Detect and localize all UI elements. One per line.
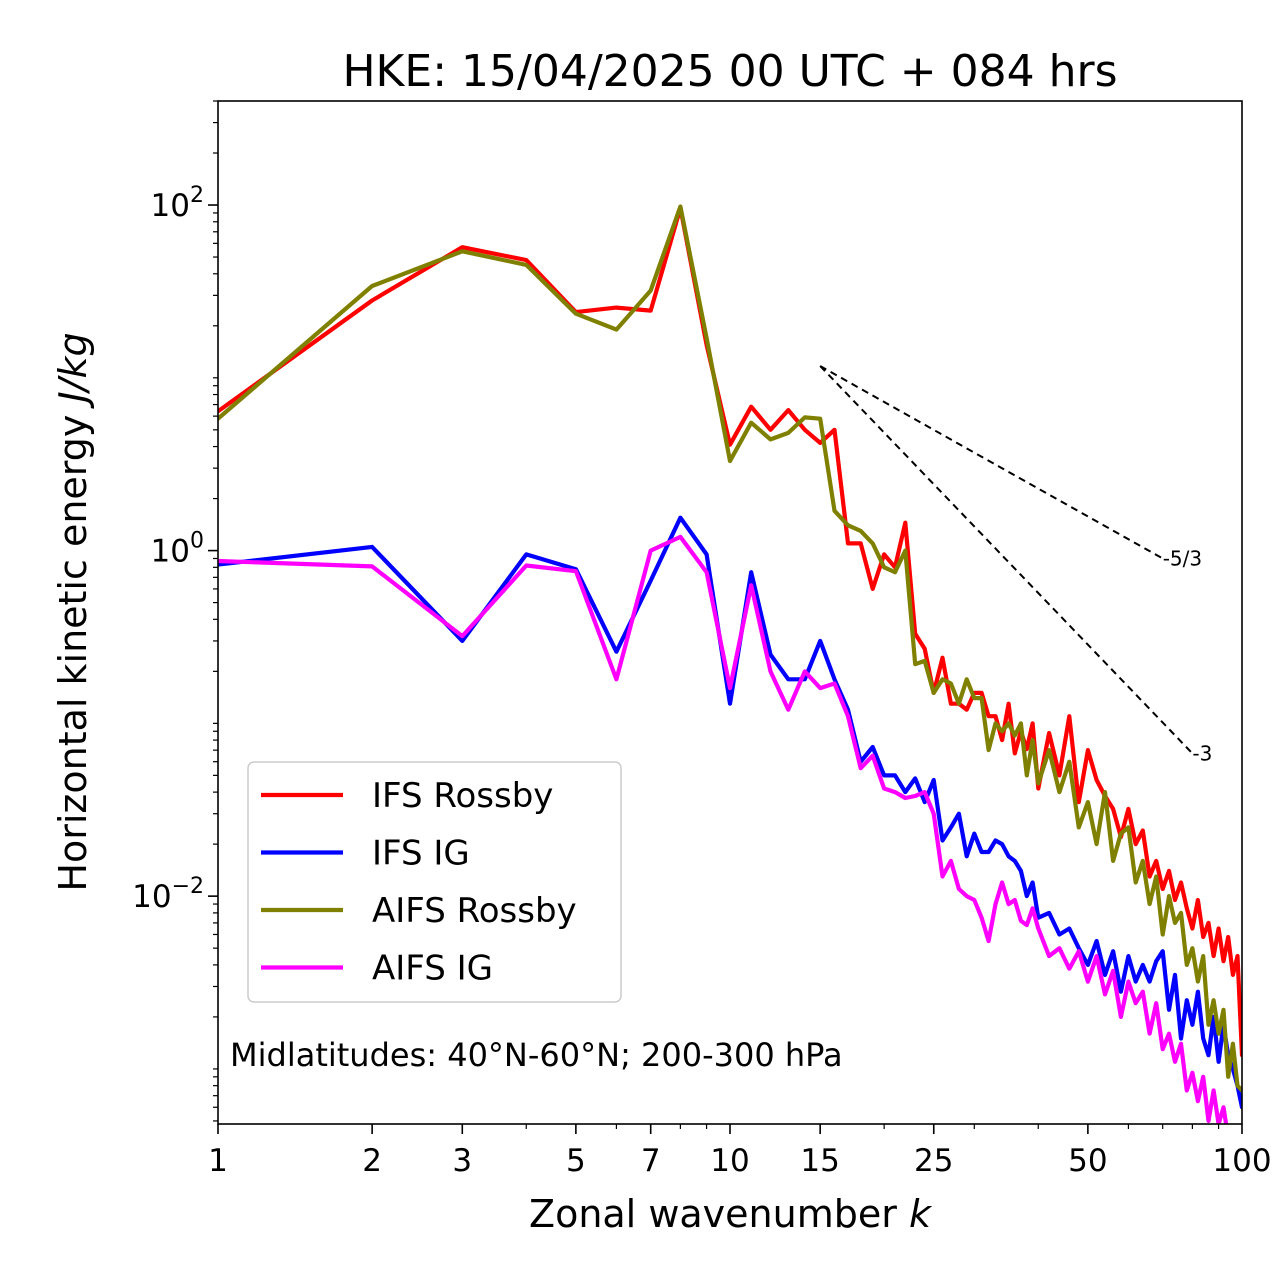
y-tick-label-2: 102 [151,183,204,224]
x-tick-label-10: 10 [710,1143,749,1179]
x-axis-ticks: 1 2 3 5 7 10 15 25 50 100 [208,1124,1272,1179]
y-axis-label-unit: J/kg [51,332,95,409]
legend-label-ifs-ig: IFS IG [372,834,470,874]
y-tick-label-0: 100 [151,529,204,570]
legend-label-aifs-ig: AIFS IG [372,949,493,989]
x-tick-label-100: 100 [1212,1143,1271,1179]
series-line-aifs-ig [218,534,1229,1124]
y-axis-label: Horizontal kinetic energy J/kg [51,332,95,891]
y-axis-label-text: Horizontal kinetic energy [51,403,95,892]
legend-label-ifs-rossby: IFS Rossby [372,776,553,816]
x-tick-label-25: 25 [914,1143,953,1179]
legend: IFS Rossby IFS IG AIFS Rossby AIFS IG [247,761,622,1003]
series-layer [218,204,1242,1124]
x-axis-label: Zonal wavenumber k [529,1192,933,1236]
x-axis-label-var: k [909,1192,933,1236]
reference-line--3 [819,365,1194,755]
reference-line-label--3: -3 [1192,741,1212,765]
legend-box [247,761,622,1003]
x-tick-label-7: 7 [641,1143,661,1179]
x-tick-label-3: 3 [452,1143,472,1179]
legend-label-aifs-rossby: AIFS Rossby [372,891,577,931]
y-axis-ticks: 102 100 10−2 [132,100,218,1122]
region-annotation: Midlatitudes: 40°N-60°N; 200-300 hPa [230,1036,843,1074]
reference-line--5-3 [819,365,1164,560]
reference-slope-lines [819,365,1194,755]
y-tick-label-−2: 10−2 [132,874,204,915]
series-line-aifs-rossby [218,204,1242,1093]
chart-title: HKE: 15/04/2025 00 UTC + 084 hrs [342,46,1117,97]
x-axis-label-text: Zonal wavenumber [529,1192,909,1236]
series-line-ifs-ig [218,515,1242,1110]
x-tick-label-15: 15 [800,1143,839,1179]
x-tick-label-2: 2 [362,1143,382,1179]
legend-items: IFS Rossby IFS IG AIFS Rossby AIFS IG [261,776,577,989]
x-tick-label-1: 1 [208,1143,228,1179]
x-tick-label-50: 50 [1068,1143,1107,1179]
reference-line-label--5-3: -5/3 [1163,546,1202,570]
reference-slope-labels: -5/3 -3 [1163,546,1213,765]
x-tick-label-5: 5 [566,1143,586,1179]
